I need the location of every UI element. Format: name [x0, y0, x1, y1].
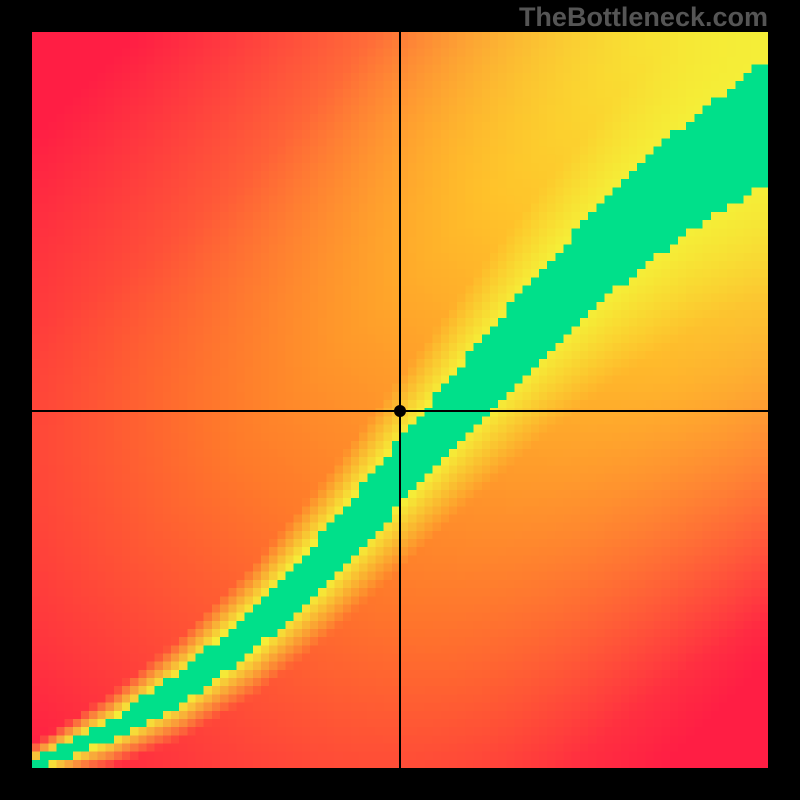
crosshair-point — [394, 405, 406, 417]
chart-container: TheBottleneck.com — [0, 0, 800, 800]
crosshair-vertical-line — [399, 32, 401, 768]
watermark-text: TheBottleneck.com — [519, 2, 768, 33]
